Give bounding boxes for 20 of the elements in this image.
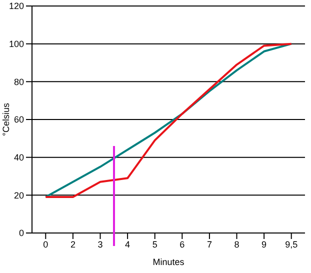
y-tick-label: 100 (8, 39, 24, 50)
x-tick-label: 2 (70, 239, 76, 250)
x-tick-label: 9 (262, 239, 267, 250)
x-tick-label: 5 (152, 239, 158, 250)
y-tick-label: 20 (14, 190, 24, 200)
x-tick-label: 4 (125, 239, 130, 250)
line-series (44, 42, 292, 198)
y-tick-label: 60 (14, 114, 24, 125)
y-tick-label: 120 (8, 1, 24, 12)
x-tick-label: 7 (206, 239, 212, 250)
y-tick-label: 0 (18, 228, 24, 238)
y-tick-label: 40 (14, 152, 24, 163)
y-axis-title: °Celsius (1, 102, 12, 136)
x-tick-label: 6 (180, 239, 185, 250)
x-tick-label: 3 (98, 239, 103, 250)
x-tick-label: 9,5 (285, 239, 298, 250)
x-tick-label: 0 (43, 239, 48, 250)
x-tick-label: 8 (234, 239, 240, 250)
x-axis-title: Minutes (152, 257, 185, 267)
y-tick-label: 80 (14, 76, 24, 87)
